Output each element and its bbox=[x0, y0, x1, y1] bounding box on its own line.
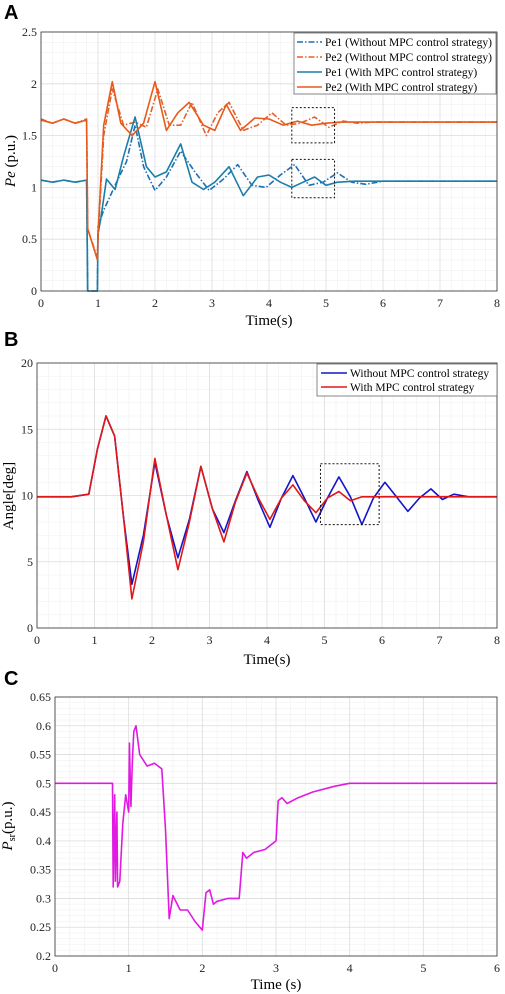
y-tick-label: 2 bbox=[31, 77, 37, 91]
panel-a-ylabel: Pe (p.u.) bbox=[3, 135, 19, 188]
panel-c-lines bbox=[55, 724, 497, 931]
x-tick-label: 4 bbox=[347, 961, 353, 975]
zoom-box bbox=[291, 107, 336, 144]
x-tick-label: 6 bbox=[379, 633, 385, 647]
panel-a-lines bbox=[40, 80, 497, 292]
y-tick-label: 0 bbox=[31, 284, 37, 298]
x-tick-label: 2 bbox=[199, 961, 205, 975]
panel-b-zoom-boxes bbox=[319, 463, 380, 526]
x-tick-label: 3 bbox=[207, 633, 213, 647]
y-tick-label: 1 bbox=[31, 180, 37, 194]
panel-c-ylabel: Psr(p.u.) bbox=[0, 802, 18, 852]
panel-b-ticks: 0 1 2 3 4 5 6 7 8 0 5 10 15 20 bbox=[21, 356, 500, 647]
panel-b-axes-frame bbox=[36, 362, 498, 629]
zoom-box bbox=[291, 158, 336, 199]
x-tick-label: 8 bbox=[494, 296, 500, 310]
y-tick-label: 0.35 bbox=[30, 863, 51, 877]
y-tick-label: 0.45 bbox=[30, 805, 51, 819]
x-tick-label: 4 bbox=[264, 633, 270, 647]
series-line bbox=[40, 124, 497, 292]
panel-a-axes-frame bbox=[40, 31, 498, 292]
panel-c-ticks: 0 1 2 3 4 5 6 0.2 0.25 0.3 0.35 0.4 0.45 0.5 0.55 0.6 0.… bbox=[30, 690, 500, 975]
x-tick-label: 5 bbox=[322, 633, 328, 647]
panel-c-axes-frame bbox=[54, 696, 498, 957]
y-tick-label: 0.6 bbox=[36, 719, 51, 733]
panel-a-letter: A bbox=[4, 2, 18, 24]
legend-label-pe1-with: Pe1 (With MPC control strategy) bbox=[325, 67, 477, 79]
panel-a-legend-box bbox=[293, 32, 497, 95]
x-tick-label: 6 bbox=[494, 961, 500, 975]
x-tick-label: 1 bbox=[95, 296, 101, 310]
x-tick-label: 8 bbox=[494, 633, 500, 647]
x-tick-label: 7 bbox=[437, 296, 443, 310]
x-tick-label: 1 bbox=[126, 961, 132, 975]
panel-b-ylabel: Angle[deg] bbox=[1, 462, 17, 530]
y-tick-label: 0.2 bbox=[36, 949, 51, 963]
x-tick-label: 2 bbox=[149, 633, 155, 647]
panel-c-xlabel: Time (s) bbox=[251, 977, 302, 993]
x-tick-label: 3 bbox=[273, 961, 279, 975]
x-tick-label: 5 bbox=[420, 961, 426, 975]
x-tick-label: 0 bbox=[52, 961, 58, 975]
y-tick-label: 0.25 bbox=[30, 920, 51, 934]
y-tick-label: 0.5 bbox=[22, 232, 37, 246]
x-tick-label: 0 bbox=[38, 296, 44, 310]
y-tick-label: 0.5 bbox=[36, 776, 51, 790]
panel-b-legend: Without MPC control strategy With MPC co… bbox=[316, 363, 498, 397]
series-line bbox=[37, 415, 497, 600]
y-tick-label: 0.3 bbox=[36, 891, 51, 905]
panel-b: B 0 1 2 3 4 5 6 7 8 0 5 10 15 20 Time(s) Angle[deg] W… bbox=[1, 329, 500, 668]
panel-b-lines bbox=[37, 415, 497, 600]
panel-a-ylabel-unit: (p.u.) bbox=[3, 135, 19, 168]
panel-a-xlabel: Time(s) bbox=[246, 313, 293, 329]
x-tick-label: 6 bbox=[380, 296, 386, 310]
panel-b-grid bbox=[36, 362, 498, 629]
y-tick-label: 1.5 bbox=[22, 129, 37, 143]
panel-c-ylabel-main: P bbox=[0, 841, 16, 851]
panel-a-ylabel-main: Pe bbox=[3, 171, 19, 188]
x-tick-label: 2 bbox=[152, 296, 158, 310]
panel-a-ticks: 0 1 2 3 4 5 6 7 8 0 0.5 1 1.5 2 2.5 bbox=[22, 25, 500, 310]
panel-c-letter: C bbox=[4, 668, 18, 690]
series-line bbox=[40, 80, 497, 261]
y-tick-label: 0.55 bbox=[30, 748, 51, 762]
panel-a-legend: Pe1 (Without MPC control strategy) Pe2 (… bbox=[293, 32, 497, 95]
y-tick-label: 2.5 bbox=[22, 25, 37, 39]
x-tick-label: 7 bbox=[437, 633, 443, 647]
zoom-box bbox=[319, 463, 380, 526]
panel-b-legend-box bbox=[316, 363, 498, 397]
y-tick-label: 5 bbox=[27, 555, 33, 569]
x-tick-label: 1 bbox=[92, 633, 98, 647]
y-tick-label: 0.65 bbox=[30, 690, 51, 704]
legend-label-pe1-without: Pe1 (Without MPC control strategy) bbox=[325, 37, 492, 49]
panel-a: A 0 1 2 3 4 5 6 7 8 0 0.5 1 1.5 2 2.5 Time(s) Pe (p.u.… bbox=[3, 2, 500, 329]
legend-label-pe2-without: Pe2 (Without MPC control strategy) bbox=[325, 52, 492, 64]
y-tick-label: 15 bbox=[21, 422, 33, 436]
y-tick-label: 20 bbox=[21, 356, 33, 370]
x-tick-label: 0 bbox=[34, 633, 40, 647]
series-line bbox=[55, 724, 497, 931]
legend-label-with-mpc: With MPC control strategy bbox=[350, 382, 475, 394]
y-tick-label: 10 bbox=[21, 489, 33, 503]
x-tick-label: 4 bbox=[266, 296, 272, 310]
panel-c: C 0 1 2 3 4 5 6 0.2 0.25 0.3 0.35 0.4 0.45 0.5 0.55 0.6… bbox=[0, 668, 500, 993]
legend-label-pe2-with: Pe2 (With MPC control strategy) bbox=[325, 82, 477, 94]
panel-b-xlabel: Time(s) bbox=[244, 652, 291, 668]
y-tick-label: 0 bbox=[27, 621, 33, 635]
panel-c-ylabel-unit: (p.u.) bbox=[0, 802, 16, 835]
y-tick-label: 0.4 bbox=[36, 834, 51, 848]
panel-a-zoom-boxes bbox=[291, 107, 336, 199]
legend-label-without-mpc: Without MPC control strategy bbox=[350, 368, 489, 380]
x-tick-label: 3 bbox=[209, 296, 215, 310]
panel-c-ylabel-sub: sr bbox=[7, 833, 18, 841]
x-tick-label: 5 bbox=[323, 296, 329, 310]
panel-b-letter: B bbox=[4, 329, 18, 351]
